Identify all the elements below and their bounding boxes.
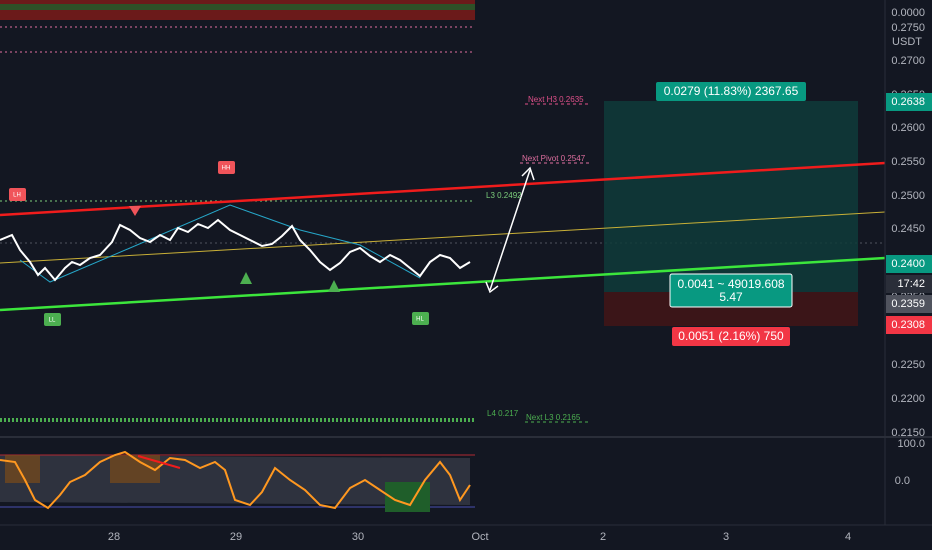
oscillator-zone (5, 455, 40, 483)
marker (218, 161, 235, 174)
marker-label: HL (416, 317, 424, 323)
indicator-strip (0, 4, 475, 10)
marker-label: LL (49, 318, 56, 324)
oscillator-tick: 0.0 (895, 475, 910, 487)
price-badge (886, 295, 932, 313)
time-tick: 29 (230, 531, 242, 543)
projection-arrow (489, 169, 531, 291)
marker (9, 188, 26, 201)
price-tick: 0.2450 (891, 223, 925, 235)
price-badge (886, 93, 932, 111)
time-tick: 2 (600, 531, 606, 543)
price-tick: 0.2750 (891, 22, 925, 34)
price-badge (886, 275, 932, 293)
price-line (0, 218, 471, 282)
stop-label: 0.0051 (2.16%) 750 (678, 329, 784, 343)
entry-label: 5.47 (719, 290, 743, 304)
signal-triangle (129, 206, 141, 216)
oscillator-line (0, 450, 471, 510)
arrow-head (521, 166, 535, 181)
divergence-line (137, 455, 181, 469)
oscillator-zone (385, 482, 430, 512)
marker (412, 312, 429, 325)
pivot-label: Next L3 0.2165 (526, 413, 581, 422)
time-tick: Oct (471, 531, 488, 543)
price-tick: 0.0000 (891, 7, 925, 19)
price-tick: 0.2250 (891, 359, 925, 371)
target-zone (604, 101, 858, 292)
resistance-line (0, 161, 886, 217)
entry-label-box (669, 273, 793, 308)
price-tick: 0.2700 (891, 55, 925, 67)
oscillator-tick: 100.0 (897, 438, 925, 450)
arrow-head (485, 281, 499, 294)
time-tick: 4 (845, 531, 851, 543)
pivot-label: Next Pivot 0.2547 (522, 154, 586, 163)
price-tick: 0.2200 (891, 393, 925, 405)
zigzag (19, 204, 421, 283)
price-tick: 0.2500 (891, 190, 925, 202)
time-tick: 30 (352, 531, 364, 543)
pivot-label: Next H3 0.2635 (528, 95, 584, 104)
price-badge-label: 17:42 (897, 278, 925, 290)
target-label: 0.0279 (11.83%) 2367.65 (664, 84, 799, 98)
marker (44, 313, 61, 326)
price-badge-label: 0.2638 (891, 96, 925, 108)
time-tick: 3 (723, 531, 729, 543)
price-badge-label: 0.2359 (891, 298, 925, 310)
pivot-label: L3 0.2492 (486, 191, 522, 200)
pivot-label: L4 0.217 (487, 409, 519, 418)
support-line (0, 256, 886, 312)
price-badge-label: 0.2308 (891, 319, 925, 331)
marker-label: HH (222, 166, 231, 172)
price-tick: 0.2600 (891, 122, 925, 134)
price-badge (886, 316, 932, 334)
price-badge (886, 255, 932, 273)
price-badge-label: 0.2400 (891, 258, 925, 270)
price-tick: 0.2550 (891, 156, 925, 168)
time-tick: 28 (108, 531, 120, 543)
signal-triangle (240, 272, 252, 284)
signal-triangle (328, 280, 340, 292)
price-unit: USDT (892, 36, 922, 48)
stop-label-box (672, 327, 790, 346)
marker-label: LH (13, 193, 21, 199)
mid-line (0, 211, 886, 264)
entry-label: 0.0041 ~ 49019.608 (677, 277, 784, 291)
price-tick: 0.2150 (891, 427, 925, 439)
target-label-box (656, 82, 806, 101)
